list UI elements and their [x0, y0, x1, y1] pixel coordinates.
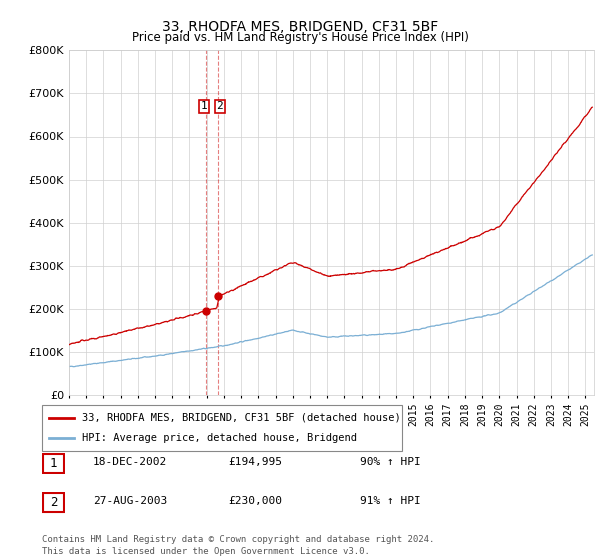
Text: 27-AUG-2003: 27-AUG-2003	[93, 496, 167, 506]
Text: Contains HM Land Registry data © Crown copyright and database right 2024.
This d: Contains HM Land Registry data © Crown c…	[42, 535, 434, 556]
Text: 90% ↑ HPI: 90% ↑ HPI	[360, 457, 421, 467]
Text: 1: 1	[50, 457, 57, 470]
Text: 1: 1	[201, 101, 208, 111]
Text: 2: 2	[50, 496, 57, 510]
Text: 33, RHODFA MES, BRIDGEND, CF31 5BF (detached house): 33, RHODFA MES, BRIDGEND, CF31 5BF (deta…	[82, 413, 400, 423]
Text: 91% ↑ HPI: 91% ↑ HPI	[360, 496, 421, 506]
Text: £230,000: £230,000	[228, 496, 282, 506]
FancyBboxPatch shape	[43, 493, 64, 512]
Text: 18-DEC-2002: 18-DEC-2002	[93, 457, 167, 467]
FancyBboxPatch shape	[42, 405, 402, 451]
Text: Price paid vs. HM Land Registry's House Price Index (HPI): Price paid vs. HM Land Registry's House …	[131, 31, 469, 44]
Text: 33, RHODFA MES, BRIDGEND, CF31 5BF: 33, RHODFA MES, BRIDGEND, CF31 5BF	[162, 20, 438, 34]
FancyBboxPatch shape	[43, 454, 64, 473]
Text: 2: 2	[216, 101, 223, 111]
Text: HPI: Average price, detached house, Bridgend: HPI: Average price, detached house, Brid…	[82, 433, 356, 443]
Text: £194,995: £194,995	[228, 457, 282, 467]
